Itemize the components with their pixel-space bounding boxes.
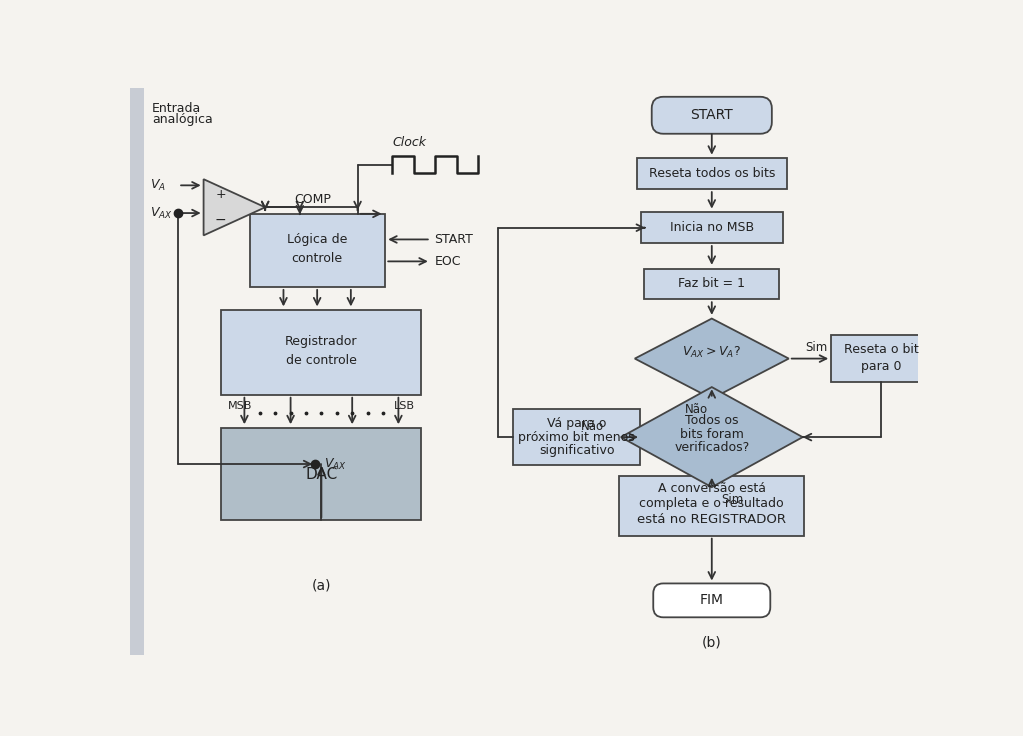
Text: (b): (b): [702, 636, 721, 650]
Bar: [221, 428, 421, 520]
FancyBboxPatch shape: [654, 584, 770, 618]
Text: Clock: Clock: [392, 136, 427, 149]
Bar: [831, 335, 931, 383]
Bar: [514, 409, 640, 465]
Text: (a): (a): [312, 578, 331, 592]
Text: para 0: para 0: [861, 360, 901, 373]
Text: START: START: [435, 233, 474, 246]
Text: está no REGISTRADOR: está no REGISTRADOR: [637, 513, 787, 526]
Text: Sim: Sim: [806, 342, 828, 354]
Polygon shape: [204, 179, 265, 236]
Text: $V_{AX}$: $V_{AX}$: [324, 456, 347, 472]
Text: $V_{AX}$: $V_{AX}$: [149, 205, 172, 221]
Text: +: +: [215, 188, 226, 202]
Bar: [619, 475, 804, 536]
Text: EOC: EOC: [435, 255, 461, 268]
Text: analógica: analógica: [152, 113, 213, 127]
Bar: [640, 212, 783, 243]
Bar: [250, 214, 385, 287]
Bar: [644, 269, 780, 300]
Text: Registrador: Registrador: [285, 335, 358, 348]
Text: Sim: Sim: [721, 493, 744, 506]
Text: Todos os: Todos os: [685, 414, 739, 427]
Text: bits foram: bits foram: [680, 428, 744, 441]
Text: Não: Não: [684, 403, 708, 416]
Bar: [636, 158, 787, 189]
Polygon shape: [621, 387, 803, 487]
Text: DAC: DAC: [305, 467, 338, 481]
Text: $V_A$: $V_A$: [149, 178, 166, 193]
Text: Vá para o: Vá para o: [547, 417, 607, 430]
Text: próximo bit menos: próximo bit menos: [519, 431, 635, 444]
Bar: [221, 310, 421, 394]
Text: controle: controle: [292, 252, 343, 265]
Text: Entrada: Entrada: [152, 102, 202, 115]
Text: Faz bit = 1: Faz bit = 1: [678, 277, 746, 291]
Text: Reseta o bit: Reseta o bit: [844, 343, 919, 355]
Text: A conversão está: A conversão está: [658, 482, 766, 495]
Text: completa e o resultado: completa e o resultado: [639, 497, 784, 510]
Text: Lógica de: Lógica de: [287, 233, 348, 246]
Text: LSB: LSB: [394, 400, 415, 411]
Polygon shape: [635, 319, 789, 399]
Text: Inicia no MSB: Inicia no MSB: [670, 222, 754, 234]
Text: FIM: FIM: [700, 593, 724, 607]
Text: significativo: significativo: [539, 445, 615, 458]
Text: START: START: [691, 108, 733, 122]
Text: Não: Não: [581, 420, 604, 433]
Text: $V_{AX} > V_A$?: $V_{AX} > V_A$?: [682, 345, 742, 360]
Text: de controle: de controle: [286, 353, 357, 367]
FancyBboxPatch shape: [652, 97, 771, 134]
Text: COMP: COMP: [295, 193, 331, 206]
Bar: [131, 88, 144, 655]
Text: MSB: MSB: [227, 400, 252, 411]
Text: −: −: [215, 213, 226, 227]
Text: Reseta todos os bits: Reseta todos os bits: [649, 167, 775, 180]
Text: verificados?: verificados?: [674, 442, 750, 454]
